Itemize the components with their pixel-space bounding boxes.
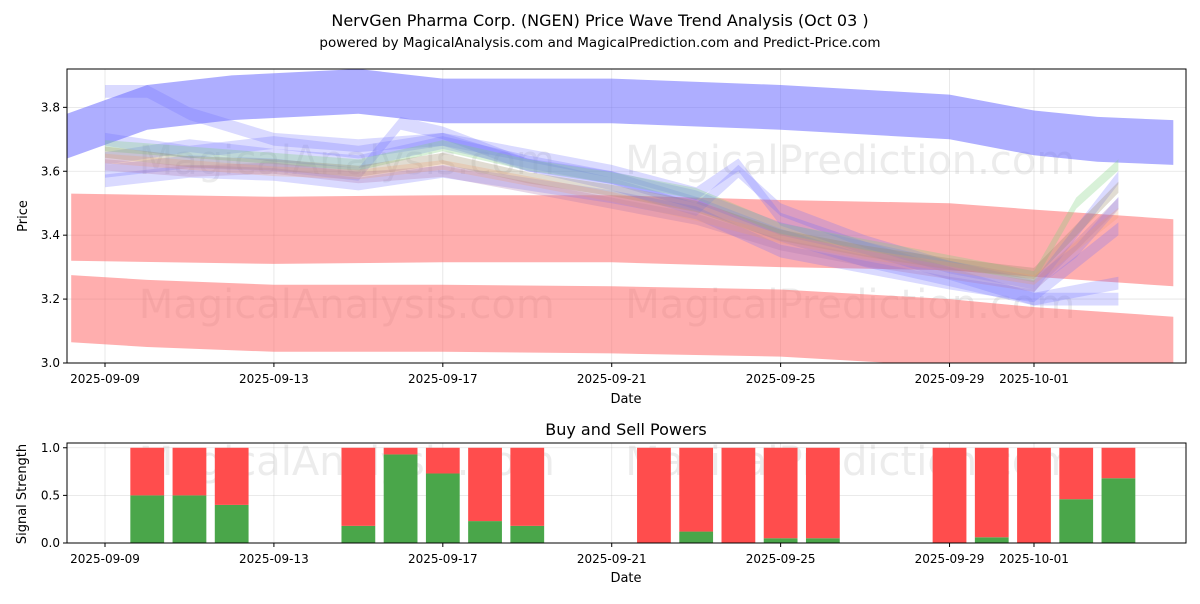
price-y-tick-label: 3.8	[41, 100, 60, 114]
power-x-tick-label: 2025-10-01	[999, 552, 1069, 566]
neutral-wave-3	[105, 159, 1119, 292]
power-x-tick-label: 2025-09-13	[239, 552, 309, 566]
price-x-axis-label: Date	[610, 392, 641, 407]
neutral-wave-1	[105, 140, 1119, 283]
sell-power-bar	[1017, 447, 1051, 543]
buy-power-bar	[679, 531, 714, 543]
power-y-tick-label: 0.5	[41, 488, 60, 502]
power-x-tick-label: 2025-09-29	[915, 552, 985, 566]
buy-power-bar	[510, 525, 545, 543]
price-axes-frame	[66, 68, 1187, 364]
chart-subtitle: powered by MagicalAnalysis.com and Magic…	[319, 35, 880, 51]
power-y-tick-label: 1.0	[41, 441, 60, 455]
buy-power-bar	[341, 525, 376, 543]
sell-power-bar	[468, 447, 502, 522]
sell-power-bar	[763, 447, 798, 539]
buy-wave-1	[105, 136, 1119, 290]
buy-power-bar	[425, 473, 460, 543]
buy-band-main	[67, 69, 1174, 165]
sell-power-bar	[805, 447, 840, 539]
buy-wave-5	[105, 132, 1119, 306]
chart-title: NervGen Pharma Corp. (NGEN) Price Wave T…	[331, 11, 868, 30]
buy-wave-3	[105, 164, 1119, 303]
power-plot-area	[130, 447, 1136, 543]
power-x-tick-label: 2025-09-21	[577, 552, 647, 566]
buy-power-bar	[974, 537, 1009, 543]
buy-power-bar	[172, 495, 207, 543]
price-y-tick-label: 3.0	[41, 356, 60, 370]
price-x-tick-label: 2025-09-09	[70, 372, 140, 386]
price-x-tick-label: 2025-09-17	[408, 372, 478, 386]
buy-power-bar	[468, 521, 502, 543]
price-y-tick-label: 3.2	[41, 292, 60, 306]
price-x-tick-label: 2025-10-01	[999, 372, 1069, 386]
sell-power-bar	[172, 447, 207, 496]
sell-power-bar	[425, 447, 460, 474]
sell-power-bar	[130, 447, 165, 496]
price-y-tick-label: 3.4	[41, 228, 60, 242]
price-plot-area	[67, 69, 1174, 363]
neutral-wave-4	[105, 153, 1119, 285]
sell-power-bar	[721, 447, 756, 543]
price-y-axis-label: Price	[16, 200, 31, 232]
sell-power-bar	[1059, 447, 1094, 500]
buy-power-bar	[763, 538, 798, 543]
price-x-tick-label: 2025-09-25	[746, 372, 816, 386]
buy-power-bar	[383, 454, 418, 543]
buy-power-bar	[805, 538, 840, 543]
buy-power-bar	[1101, 478, 1136, 543]
sell-power-bar	[637, 447, 671, 543]
sell-power-bar	[510, 447, 545, 526]
sell-power-bar	[383, 447, 418, 455]
sell-power-bar	[932, 447, 967, 543]
sell-power-bar	[341, 447, 376, 526]
buy-power-bar	[130, 495, 165, 543]
buy-power-bar	[1059, 499, 1094, 543]
sell-power-bar	[1101, 447, 1136, 479]
buy-power-bar	[214, 504, 249, 543]
price-watermark: MagicalAnalysis.com	[139, 138, 555, 184]
sell-power-bar	[974, 447, 1009, 538]
sell-power-bar	[214, 447, 249, 505]
buy-wave-4	[105, 85, 1119, 306]
power-x-tick-label: 2025-09-09	[70, 552, 140, 566]
neutral-wave-2	[105, 146, 1119, 280]
price-x-tick-label: 2025-09-13	[239, 372, 309, 386]
power-chart-title: Buy and Sell Powers	[545, 420, 707, 439]
power-y-axis-label: Signal Strength	[15, 444, 30, 544]
price-x-tick-label: 2025-09-21	[577, 372, 647, 386]
sell-band-upper	[71, 193, 1174, 287]
price-y-tick-label: 3.6	[41, 164, 60, 178]
power-x-tick-label: 2025-09-25	[746, 552, 816, 566]
power-x-tick-label: 2025-09-17	[408, 552, 478, 566]
power-y-tick-label: 0.0	[41, 536, 60, 550]
power-x-axis-label: Date	[610, 571, 641, 586]
price-x-tick-label: 2025-09-29	[915, 372, 985, 386]
power-axes-frame	[66, 442, 1187, 544]
sell-band-lower	[71, 275, 1174, 363]
sell-power-bar	[679, 447, 714, 532]
